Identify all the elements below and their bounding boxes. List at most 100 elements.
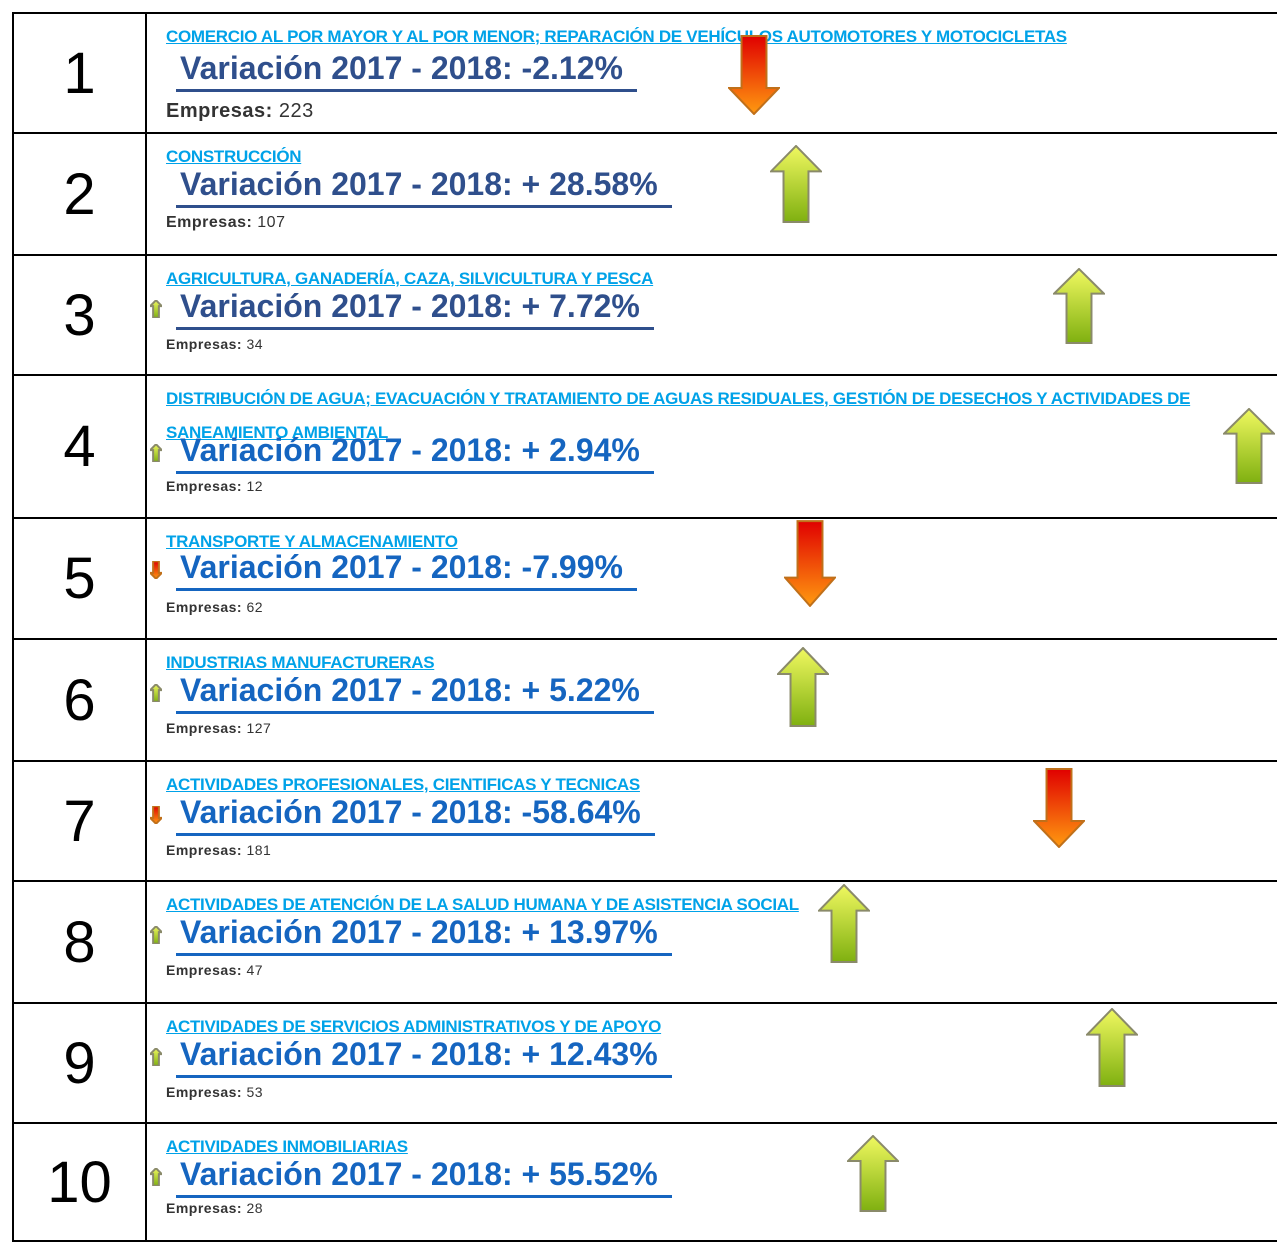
companies-label: Empresas:	[166, 478, 243, 494]
trend-arrow	[770, 145, 822, 223]
variation: Variación 2017 - 2018: + 55.52%	[176, 1156, 672, 1198]
arrow-shape	[150, 806, 162, 824]
arrow-shape	[1224, 409, 1274, 483]
rank: 10	[14, 1124, 147, 1240]
companies-count: 62	[246, 599, 264, 615]
rank: 3	[14, 256, 147, 374]
companies: Empresas: 12	[166, 478, 263, 494]
trend-arrow	[777, 647, 829, 727]
companies: Empresas: 28	[166, 1200, 263, 1216]
small-arrow	[150, 300, 162, 318]
arrow-shape	[150, 1048, 162, 1066]
companies: Empresas: 53	[166, 1084, 263, 1100]
companies-count: 47	[246, 962, 264, 978]
arrow-shape	[848, 1136, 898, 1211]
companies-count: 12	[246, 478, 264, 494]
sector-link[interactable]: ACTIVIDADES DE SERVICIOS ADMINISTRATIVOS…	[166, 1017, 662, 1036]
small-arrow	[150, 1048, 162, 1066]
companies-label: Empresas:	[166, 1200, 243, 1216]
trend-arrow	[1086, 1008, 1138, 1087]
rank: 5	[14, 519, 147, 638]
companies: Empresas: 34	[166, 336, 263, 352]
companies-count: 53	[246, 1084, 264, 1100]
small-arrow	[150, 561, 162, 579]
arrow-shape	[150, 1168, 162, 1186]
variation: Variación 2017 - 2018: -7.99%	[176, 549, 637, 591]
trend-arrow	[1223, 408, 1275, 484]
trend-arrow	[847, 1135, 899, 1212]
arrow-shape	[1034, 769, 1084, 847]
sector-link[interactable]: ACTIVIDADES DE ATENCIÓN DE LA SALUD HUMA…	[166, 895, 799, 914]
sector-link[interactable]: CONSTRUCCIÓN	[166, 147, 302, 166]
trend-arrow	[1033, 768, 1085, 848]
table-row: 1 COMERCIO AL POR MAYOR Y AL POR MENOR; R…	[14, 14, 1277, 134]
variation: Variación 2017 - 2018: + 13.97%	[176, 914, 672, 956]
ranking-table: 1 COMERCIO AL POR MAYOR Y AL POR MENOR; R…	[12, 12, 1277, 1242]
variation: Variación 2017 - 2018: -2.12%	[176, 50, 637, 92]
table-row: 5 TRANSPORTE Y ALMACENAMIENTO Variación 20…	[14, 519, 1277, 640]
sector-link[interactable]: AGRICULTURA, GANADERÍA, CAZA, SILVICULTU…	[166, 269, 654, 288]
small-arrow	[150, 684, 162, 702]
small-arrow	[150, 806, 162, 824]
companies-label: Empresas:	[166, 720, 243, 736]
companies-label: Empresas:	[166, 1084, 243, 1100]
companies-label: Empresas:	[166, 962, 243, 978]
variation: Variación 2017 - 2018: + 12.43%	[176, 1036, 672, 1078]
rank: 4	[14, 376, 147, 517]
companies: Empresas: 223	[166, 100, 314, 123]
table-row: 4 DISTRIBUCIÓN DE AGUA; EVACUACIÓN Y TRAT…	[14, 376, 1277, 519]
companies: Empresas: 47	[166, 962, 263, 978]
companies-count: 181	[246, 842, 272, 858]
arrow-shape	[819, 885, 869, 962]
trend-arrow	[728, 35, 780, 115]
companies: Empresas: 127	[166, 720, 271, 736]
table-row: 9 ACTIVIDADES DE SERVICIOS ADMINISTRATIVO…	[14, 1004, 1277, 1124]
companies-label: Empresas:	[166, 599, 243, 615]
arrow-shape	[785, 521, 835, 606]
trend-arrow	[1053, 268, 1105, 344]
trend-arrow	[818, 884, 870, 963]
variation: Variación 2017 - 2018: + 5.22%	[176, 672, 654, 714]
rank: 8	[14, 882, 147, 1002]
arrow-shape	[1087, 1009, 1137, 1086]
arrow-shape	[150, 684, 162, 702]
sector-link[interactable]: ACTIVIDADES PROFESIONALES, CIENTIFICAS Y…	[166, 775, 640, 794]
small-arrow	[150, 1168, 162, 1186]
variation: Variación 2017 - 2018: + 7.72%	[176, 288, 654, 330]
sector-link[interactable]: TRANSPORTE Y ALMACENAMIENTO	[166, 532, 458, 551]
companies-label: Empresas:	[166, 100, 273, 122]
companies-count: 34	[246, 336, 264, 352]
companies-label: Empresas:	[166, 214, 253, 231]
sector-link[interactable]: ACTIVIDADES INMOBILIARIAS	[166, 1137, 408, 1156]
table-row: 10 ACTIVIDADES INMOBILIARIAS Variación 201…	[14, 1124, 1277, 1242]
rank: 2	[14, 134, 147, 254]
companies-count: 107	[257, 214, 286, 231]
sector-link[interactable]: INDUSTRIAS MANUFACTURERAS	[166, 653, 435, 672]
table-row: 2 CONSTRUCCIÓN Variación 2017 - 2018: + 28…	[14, 134, 1277, 256]
table-row: 7 ACTIVIDADES PROFESIONALES, CIENTIFICAS …	[14, 762, 1277, 882]
sector-link[interactable]: DISTRIBUCIÓN DE AGUA; EVACUACIÓN Y TRATA…	[166, 389, 1191, 442]
companies-count: 223	[278, 100, 314, 122]
rank: 6	[14, 640, 147, 760]
table-row: 6 INDUSTRIAS MANUFACTURERAS Variación 2017…	[14, 640, 1277, 762]
variation: Variación 2017 - 2018: + 28.58%	[176, 166, 672, 208]
rank: 7	[14, 762, 147, 880]
variation: Variación 2017 - 2018: + 2.94%	[176, 432, 654, 474]
rank: 9	[14, 1004, 147, 1122]
table-row: 8 ACTIVIDADES DE ATENCIÓN DE LA SALUD HUM…	[14, 882, 1277, 1004]
companies-label: Empresas:	[166, 336, 243, 352]
small-arrow	[150, 444, 162, 462]
companies-label: Empresas:	[166, 842, 243, 858]
arrow-shape	[729, 36, 779, 114]
companies-count: 127	[246, 720, 272, 736]
companies: Empresas: 181	[166, 842, 271, 858]
arrow-shape	[778, 648, 828, 726]
sector-link[interactable]: COMERCIO AL POR MAYOR Y AL POR MENOR; RE…	[166, 27, 1067, 46]
small-arrow	[150, 926, 162, 944]
companies-count: 28	[246, 1200, 264, 1216]
arrow-shape	[771, 146, 821, 222]
trend-arrow	[784, 520, 836, 607]
arrow-shape	[150, 300, 162, 318]
arrow-shape	[1054, 269, 1104, 343]
